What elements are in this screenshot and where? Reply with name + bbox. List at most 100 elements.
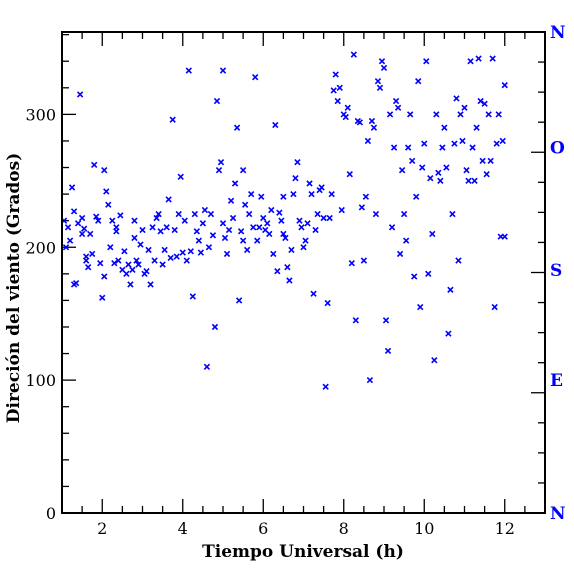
data-points	[60, 51, 508, 390]
data-point	[252, 74, 259, 81]
data-point	[350, 51, 357, 58]
data-point	[284, 264, 291, 271]
data-point	[461, 104, 468, 111]
data-point	[483, 171, 490, 178]
data-point	[64, 224, 72, 231]
data-point	[491, 303, 498, 311]
data-point	[225, 226, 233, 234]
data-point	[443, 164, 450, 171]
data-point	[366, 376, 374, 384]
compass-label: S	[550, 261, 562, 281]
data-point	[201, 206, 209, 214]
data-point	[463, 167, 470, 174]
data-point	[248, 190, 255, 198]
data-point	[499, 137, 506, 145]
data-point	[111, 260, 118, 267]
data-point	[74, 220, 82, 227]
y-tick-label: 0	[46, 504, 56, 523]
data-point	[105, 201, 112, 208]
data-point	[290, 190, 297, 198]
data-point	[115, 257, 122, 264]
data-point	[99, 294, 106, 301]
data-point	[487, 157, 494, 165]
data-point	[348, 260, 355, 267]
x-tick-label: 12	[495, 519, 515, 538]
data-point	[97, 260, 104, 267]
data-point	[398, 167, 406, 174]
data-point	[495, 111, 502, 118]
data-point	[374, 77, 382, 85]
data-point	[241, 201, 249, 208]
data-point	[135, 261, 142, 268]
data-point	[101, 273, 108, 280]
data-point	[82, 257, 90, 264]
data-point	[396, 250, 404, 258]
data-point	[87, 230, 94, 238]
data-point	[163, 224, 170, 231]
data-point	[171, 226, 178, 234]
data-point	[219, 220, 227, 227]
data-point	[384, 347, 392, 355]
data-point	[386, 111, 394, 118]
data-point	[324, 299, 331, 307]
y-axis-label: Direción del viento (Grados)	[4, 153, 24, 423]
data-point	[89, 250, 96, 258]
data-point	[298, 224, 305, 231]
data-point	[121, 248, 128, 255]
data-point	[390, 144, 398, 151]
data-point	[304, 220, 311, 227]
data-point	[308, 190, 315, 198]
data-point	[342, 113, 349, 121]
data-point	[388, 224, 396, 231]
data-point	[245, 210, 253, 218]
data-point	[431, 357, 438, 364]
data-point	[378, 58, 386, 65]
compass-label: O	[550, 139, 565, 159]
data-point	[243, 246, 251, 254]
data-point	[268, 206, 275, 214]
data-point	[179, 249, 186, 256]
data-point	[151, 257, 158, 264]
data-point	[131, 217, 138, 224]
data-point	[161, 246, 168, 254]
data-point	[127, 281, 134, 288]
data-point	[382, 317, 390, 324]
data-point	[429, 230, 436, 238]
data-point	[175, 210, 182, 218]
data-point	[417, 303, 424, 311]
data-point	[113, 228, 120, 235]
data-point	[95, 217, 102, 224]
data-point	[334, 97, 341, 105]
axis-layer: 2 4 6 8 10 12 0 100 200 300 N O S E N	[25, 23, 565, 538]
data-point	[191, 210, 198, 218]
data-point	[344, 104, 351, 111]
data-point	[231, 180, 239, 187]
data-point	[213, 97, 221, 105]
data-point	[469, 144, 476, 151]
data-point	[481, 100, 488, 107]
data-point	[368, 117, 376, 125]
data-point	[322, 383, 329, 390]
data-point	[336, 84, 343, 91]
x-tick-label: 6	[258, 519, 268, 538]
data-point	[402, 237, 410, 244]
data-point	[415, 77, 422, 85]
data-point	[314, 210, 321, 218]
data-point	[137, 241, 144, 248]
data-point	[143, 268, 150, 275]
data-point	[62, 244, 70, 251]
data-point	[451, 140, 458, 147]
data-point	[78, 214, 86, 222]
data-point	[125, 261, 132, 268]
data-point	[221, 234, 229, 242]
data-point	[260, 214, 267, 222]
data-point	[189, 293, 196, 300]
x-tick-label: 4	[178, 519, 188, 538]
plot-frame	[61, 31, 546, 514]
data-point	[276, 209, 283, 216]
data-point	[326, 214, 333, 222]
data-point	[280, 193, 287, 200]
data-point	[149, 224, 156, 231]
data-point	[187, 248, 194, 255]
data-point	[459, 137, 466, 145]
